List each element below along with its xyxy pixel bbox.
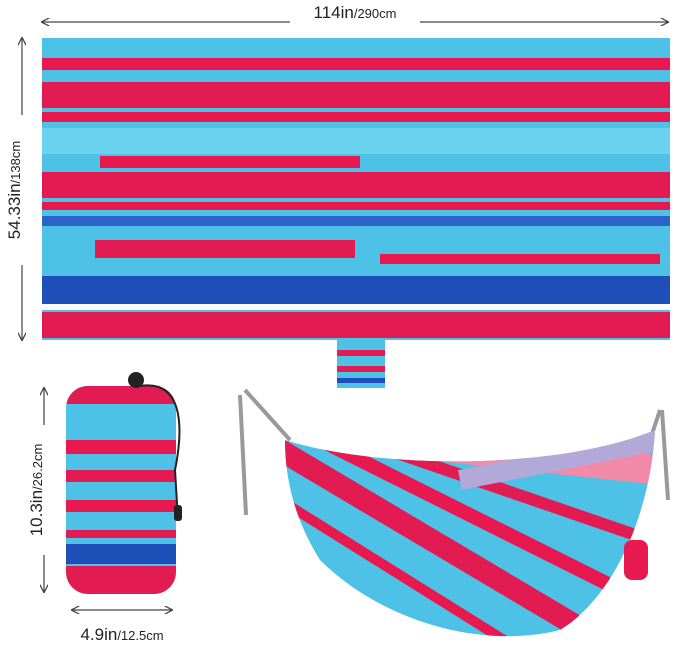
dimension-cm: /290cm (354, 6, 397, 21)
dimension-in: 4.9in (80, 625, 117, 644)
dimension-cm: /138cm (8, 141, 23, 184)
width-dimension: 114in/290cm (42, 2, 668, 24)
dimension-cm: /26.2cm (30, 444, 45, 490)
dimension-cm: /12.5cm (117, 628, 163, 643)
dimension-in: 10.3in (27, 490, 46, 536)
bag-width-label: 4.9in/12.5cm (80, 625, 163, 644)
blanket (42, 38, 670, 340)
stuff-sack (66, 372, 182, 594)
height-label: 54.33in/138cm (5, 141, 24, 239)
bag-width-dimension: 4.9in/12.5cm (72, 610, 172, 644)
width-label: 114in/290cm (314, 3, 397, 22)
dimension-in: 114in (314, 3, 354, 22)
height-dimension: 54.33in/138cm (5, 38, 28, 340)
bag-height-dimension: 10.3in/26.2cm (26, 388, 48, 592)
dimension-in: 54.33in (5, 183, 24, 239)
hammock (238, 388, 670, 637)
bag-height-label: 10.3in/26.2cm (27, 444, 46, 537)
pouch (337, 340, 385, 388)
